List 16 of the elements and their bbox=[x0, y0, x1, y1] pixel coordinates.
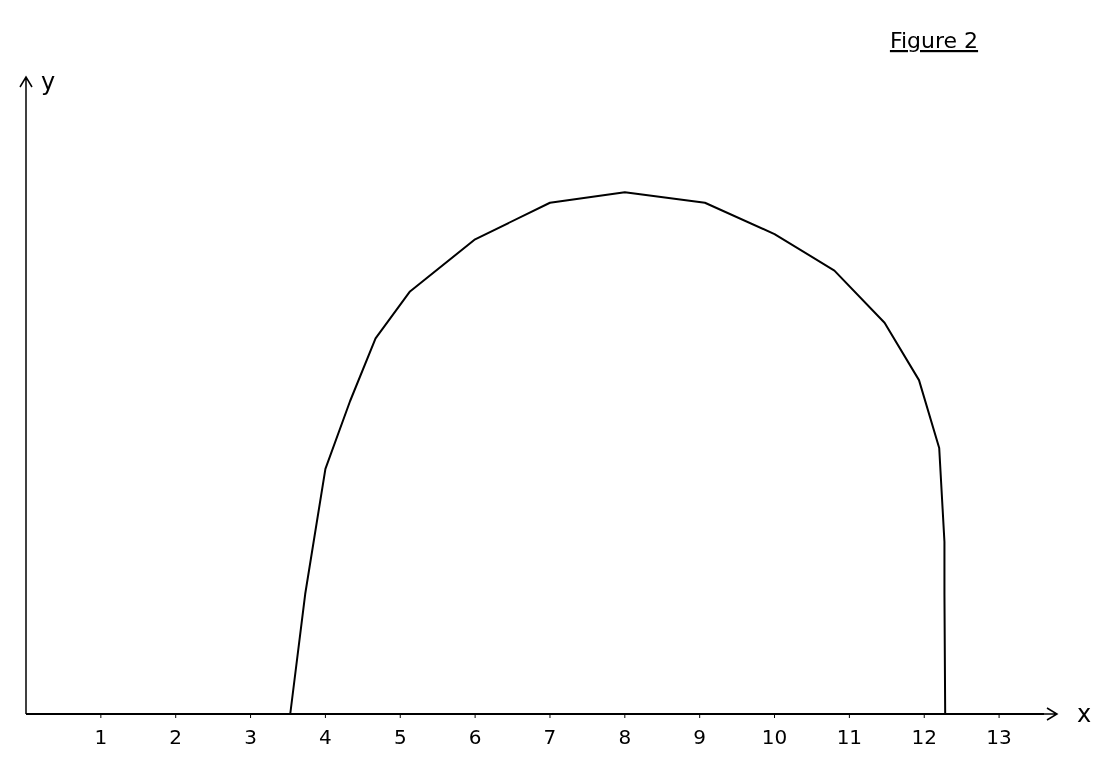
x-tick-label: 2 bbox=[169, 725, 183, 749]
x-tick-label: 10 bbox=[761, 725, 788, 749]
x-axis-title: x bbox=[1076, 700, 1092, 728]
x-tick-label: 1 bbox=[94, 725, 108, 749]
x-tick-label: 4 bbox=[319, 725, 332, 749]
x-tick-label: 6 bbox=[468, 725, 482, 749]
x-tick-label: 7 bbox=[543, 725, 557, 749]
x-tick-label: 13 bbox=[986, 725, 1012, 749]
chart-title: Figure 2 bbox=[889, 28, 979, 53]
y-axis-title: y bbox=[40, 68, 56, 96]
x-tick-label: 11 bbox=[836, 725, 863, 749]
x-tick-label: 8 bbox=[618, 725, 632, 749]
x-tick-label: 12 bbox=[911, 725, 937, 749]
x-tick-label: 3 bbox=[244, 725, 257, 749]
x-tick-label: 9 bbox=[693, 725, 707, 749]
x-tick-label: 5 bbox=[393, 725, 407, 749]
